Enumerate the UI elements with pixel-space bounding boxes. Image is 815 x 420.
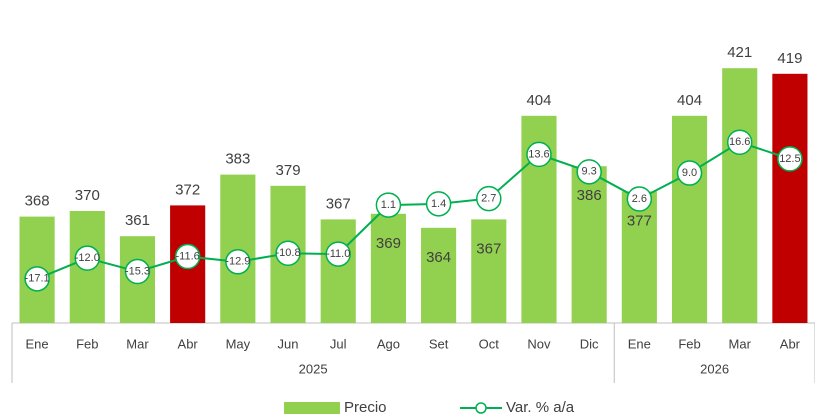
x-tick-label: Set xyxy=(429,336,449,351)
x-tick-label: Feb xyxy=(76,336,98,351)
bar xyxy=(421,227,457,323)
line-value-label: -10.8 xyxy=(275,247,300,259)
line-value-label: 2.6 xyxy=(632,193,647,205)
line-value-label: -11.6 xyxy=(176,250,200,262)
line-marker xyxy=(425,191,452,217)
bar xyxy=(722,68,758,323)
group-label: 2026 xyxy=(700,361,729,376)
x-tick-label: Ene xyxy=(26,336,49,351)
bar-value-label: 386 xyxy=(577,187,602,204)
x-tick-label: Feb xyxy=(678,336,700,351)
line-marker xyxy=(726,129,753,156)
line-value-label: 12.5 xyxy=(779,153,800,165)
group-label: 2025 xyxy=(299,361,328,376)
bar-value-label: 421 xyxy=(727,44,752,61)
line-marker xyxy=(476,185,502,212)
line-marker xyxy=(526,141,552,168)
line-value-label: 2.7 xyxy=(481,192,496,204)
bar xyxy=(571,166,607,323)
line-marker xyxy=(626,186,653,212)
bar-value-label: 379 xyxy=(276,162,301,179)
line-value-label: -12.0 xyxy=(75,252,100,264)
line-marker xyxy=(777,146,803,172)
bar-value-label: 372 xyxy=(175,181,200,198)
bar-value-label: 367 xyxy=(476,240,501,257)
line-marker xyxy=(375,192,402,218)
line-marker xyxy=(124,258,151,285)
bar-value-label: 369 xyxy=(376,235,401,252)
line xyxy=(36,141,791,280)
x-tick-label: Ene xyxy=(628,336,651,351)
line-value-label: 9.3 xyxy=(582,166,597,178)
x-tick-label: Dic xyxy=(580,336,599,351)
bar-value-label: 404 xyxy=(677,92,702,109)
x-tick-label: Abr xyxy=(178,336,199,351)
x-tick-label: Jul xyxy=(330,336,347,351)
line-value-label: -12.9 xyxy=(225,256,250,268)
bar xyxy=(621,191,657,323)
line-marker xyxy=(576,159,602,185)
line-value-label: 9.0 xyxy=(682,167,697,179)
line-marker xyxy=(74,245,101,271)
x-tick-label: Mar xyxy=(126,336,149,351)
x-tick-label: Ago xyxy=(377,336,400,351)
x-tick-label: Mar xyxy=(729,336,752,351)
x-tick-label: Oct xyxy=(479,336,500,351)
bar xyxy=(220,174,256,323)
line-marker xyxy=(174,243,201,270)
line-value-label: 16.6 xyxy=(729,136,750,148)
line-value-label: -15.3 xyxy=(125,265,150,277)
bar xyxy=(320,219,356,323)
line-value-label: 13.6 xyxy=(528,148,549,160)
line-marker xyxy=(275,240,301,267)
line-marker xyxy=(676,160,703,186)
bar-value-label: 361 xyxy=(125,212,150,229)
bar-value-label: 368 xyxy=(25,193,50,210)
line-marker xyxy=(325,241,351,267)
x-tick-label: May xyxy=(226,336,251,351)
bar-value-label: 383 xyxy=(225,151,250,168)
line-marker xyxy=(225,249,251,275)
x-tick-label: Nov xyxy=(527,336,551,351)
x-tick-label: Jun xyxy=(278,336,299,351)
bar xyxy=(471,219,507,323)
legend-label: Var. % a/a xyxy=(506,399,575,416)
bar-value-label: 367 xyxy=(326,195,351,212)
line-value-label: 1.4 xyxy=(431,198,446,210)
line-value-label: -17.1 xyxy=(25,273,50,285)
bar-value-label: 419 xyxy=(777,50,802,67)
line-marker xyxy=(24,266,50,292)
line-value-label: -11.0 xyxy=(326,248,350,260)
bar xyxy=(671,115,708,323)
bar-value-label: 370 xyxy=(75,187,100,204)
legend-label: Precio xyxy=(344,399,387,416)
bar xyxy=(370,213,406,323)
bar-value-label: 364 xyxy=(426,249,451,266)
x-tick-label: Abr xyxy=(780,336,801,351)
line-value-label: 1.1 xyxy=(381,199,396,211)
legend-marker xyxy=(475,402,487,414)
bar-value-label: 377 xyxy=(627,212,652,229)
bar xyxy=(772,73,808,323)
bar-value-label: 404 xyxy=(526,92,551,109)
legend-swatch xyxy=(284,402,340,414)
